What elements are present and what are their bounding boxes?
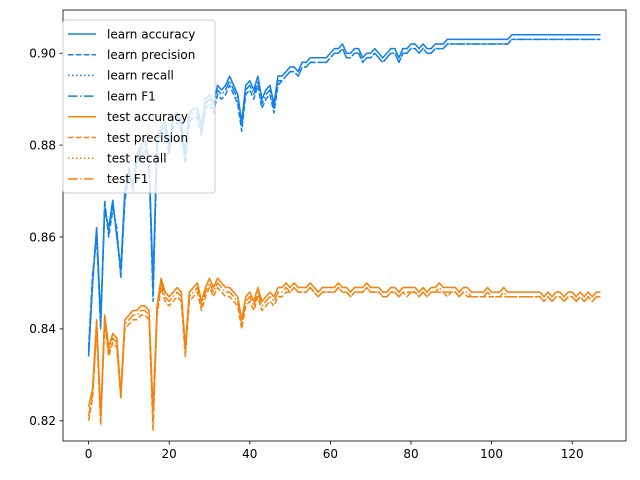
y-tick-label-2: 0.86 <box>29 230 56 244</box>
legend-label-5: test precision <box>107 131 188 145</box>
legend-label-1: learn precision <box>107 48 195 62</box>
legend-label-7: test F1 <box>107 172 148 186</box>
legend-box <box>62 19 216 194</box>
y-tick-label-4: 0.90 <box>29 46 56 60</box>
x-axis: 0 20 40 60 80 100 120 <box>85 441 584 461</box>
y-tick-label-0: 0.82 <box>29 414 56 428</box>
x-tick-label-5: 100 <box>480 447 503 461</box>
x-tick-label-3: 60 <box>323 447 338 461</box>
series-line-7 <box>87 282 601 422</box>
legend-label-2: learn recall <box>107 69 174 83</box>
x-tick-label-6: 120 <box>561 447 584 461</box>
y-tick-label-3: 0.88 <box>29 138 56 152</box>
legend-label-6: test recall <box>107 152 167 166</box>
legend-label-0: learn accuracy <box>107 27 195 41</box>
axes-frame <box>62 9 627 442</box>
x-tick-label-0: 0 <box>85 447 93 461</box>
y-tick-label-1: 0.84 <box>29 322 56 336</box>
x-tick-label-2: 40 <box>242 447 257 461</box>
y-axis: 0.82 0.84 0.86 0.88 0.90 <box>29 46 63 428</box>
x-tick-label-1: 20 <box>162 447 177 461</box>
series-line-4 <box>87 277 601 417</box>
legend-label-4: test accuracy <box>107 110 188 124</box>
legend-label-3: learn F1 <box>107 89 156 103</box>
legend: learn accuracy learn precision learn recal… <box>62 19 216 194</box>
x-tick-label-4: 80 <box>403 447 418 461</box>
